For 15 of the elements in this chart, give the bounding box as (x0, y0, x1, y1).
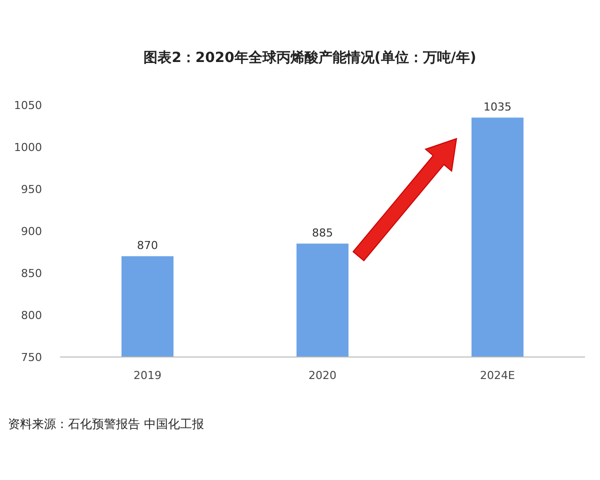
y-tick-label: 950 (21, 183, 42, 196)
data-label: 870 (137, 239, 158, 252)
y-tick-label: 850 (21, 267, 42, 280)
data-label: 885 (312, 226, 333, 240)
y-tick-label: 1000 (14, 141, 42, 154)
data-label: 1035 (484, 100, 512, 114)
y-tick-label: 800 (21, 309, 42, 322)
y-tick-label: 750 (21, 351, 42, 364)
x-tick-label: 2024E (480, 369, 516, 382)
x-tick-label: 2019 (134, 369, 162, 382)
chart-title: 图表2：2020年全球丙烯酸产能情况(单位：万吨/年) (144, 49, 476, 66)
x-tick-label: 2020 (308, 369, 336, 382)
y-tick-label: 900 (21, 225, 42, 238)
text: 资料来源：石化预警报告 中国化工报 (8, 417, 204, 431)
y-tick-label: 1050 (14, 99, 42, 112)
